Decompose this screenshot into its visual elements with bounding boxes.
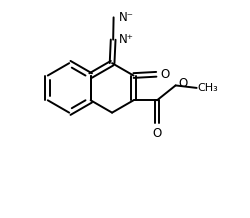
Text: N⁺: N⁺ xyxy=(118,33,134,46)
Text: CH₃: CH₃ xyxy=(198,83,218,93)
Text: N⁻: N⁻ xyxy=(119,11,134,24)
Text: O: O xyxy=(160,68,170,81)
Text: O: O xyxy=(152,127,162,140)
Text: O: O xyxy=(178,77,188,90)
